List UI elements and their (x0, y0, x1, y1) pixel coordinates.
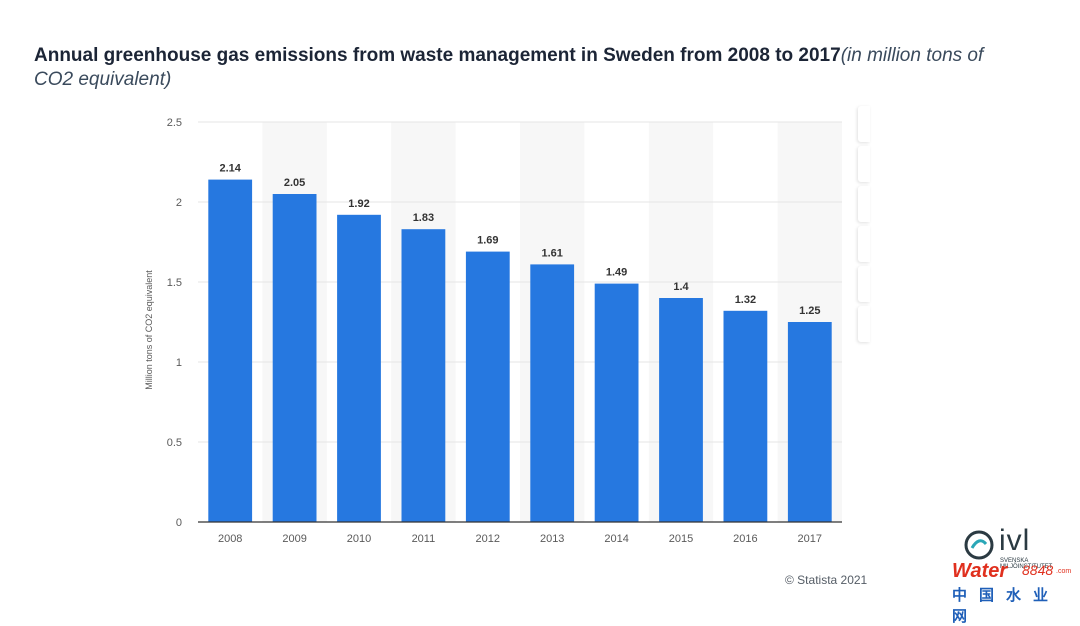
x-tick-label: 2013 (540, 533, 564, 545)
bar-value-label: 1.49 (606, 267, 627, 279)
x-tick-label: 2016 (733, 533, 757, 545)
bar-value-label: 1.92 (348, 198, 369, 210)
ivl-swirl-icon (964, 530, 994, 560)
bar-value-label: 1.32 (735, 294, 756, 306)
toolbar-slot[interactable] (858, 186, 870, 222)
y-tick-label: 1.5 (167, 277, 182, 289)
bar-value-label: 1.83 (413, 212, 434, 224)
x-tick-label: 2017 (798, 533, 822, 545)
ivl-subtitle: SVENSKA MILJÖINSTITUTET (1000, 558, 1052, 570)
water-chinese-name: 中国水业网 (952, 587, 1061, 625)
bar-value-label: 1.4 (673, 281, 689, 293)
y-axis-label: Million tons of CO2 equivalent (144, 270, 154, 390)
water-number: 8848 (1022, 562, 1054, 578)
toolbar-slot[interactable] (858, 266, 870, 302)
y-tick-label: 2 (176, 197, 182, 209)
bar (465, 251, 510, 522)
water8848-logo: Water 8848 .com 中国水业网 (952, 560, 1072, 625)
ivl-logo: ivl SVENSKA MILJÖINSTITUTET (962, 524, 1052, 570)
chart: 2.142.051.921.831.691.611.491.41.321.25 … (144, 117, 842, 545)
chart-title-unit: (in million tons of CO2 equivalent) (34, 45, 984, 90)
bar (723, 310, 768, 522)
bar (208, 179, 253, 522)
bar (787, 322, 832, 522)
x-tick-label: 2011 (412, 533, 436, 545)
x-tick-label: 2009 (282, 533, 306, 545)
water-domain: .com (1056, 568, 1072, 575)
toolbar-slot[interactable] (858, 226, 870, 262)
bar (659, 298, 703, 522)
bar-value-label: 1.69 (477, 235, 498, 247)
bar (530, 264, 575, 522)
toolbar-slot[interactable] (858, 306, 870, 342)
chart-y-ticks: 0 0.5 1 1.5 2 2.5 (167, 117, 182, 529)
bar-value-label: 2.05 (284, 177, 305, 189)
bar (594, 283, 639, 522)
toolbar-slot[interactable] (858, 106, 870, 142)
bar-value-label: 1.25 (799, 305, 820, 317)
bar-value-label: 2.14 (219, 163, 241, 175)
chart-bars (208, 179, 832, 523)
x-tick-label: 2014 (604, 533, 628, 545)
x-tick-label: 2010 (347, 533, 371, 545)
statista-credit: © Statista 2021 (785, 573, 868, 587)
water-word: Water (952, 560, 1008, 582)
ivl-text: ivl (999, 524, 1031, 557)
side-toolbar (858, 106, 870, 346)
ivl-sub-line: MILJÖINSTITUTET (1000, 564, 1053, 570)
bar (337, 214, 381, 523)
ivl-sub-line: SVENSKA (1000, 558, 1029, 564)
chart-x-ticks: 2008 2009 2010 2011 2012 2013 2014 2015 2016 2017 (218, 533, 822, 545)
bar-value-label: 1.61 (541, 247, 562, 259)
y-tick-label: 0.5 (167, 437, 182, 449)
y-tick-label: 1 (176, 357, 182, 369)
toolbar-slot[interactable] (858, 146, 870, 182)
chart-value-labels: 2.14 2.05 1.92 1.83 1.69 1.61 1.49 1.4 1.32 1.25 (219, 163, 820, 317)
x-tick-label: 2008 (218, 533, 242, 545)
chart-title-main: Annual greenhouse gas emissions from was… (34, 45, 841, 66)
bar (401, 229, 446, 522)
y-tick-label: 2.5 (167, 117, 182, 129)
x-tick-label: 2012 (476, 533, 500, 545)
bar (272, 194, 317, 522)
chart-title: Annual greenhouse gas emissions from was… (34, 44, 1014, 92)
x-tick-label: 2015 (669, 533, 693, 545)
y-tick-label: 0 (176, 517, 182, 529)
